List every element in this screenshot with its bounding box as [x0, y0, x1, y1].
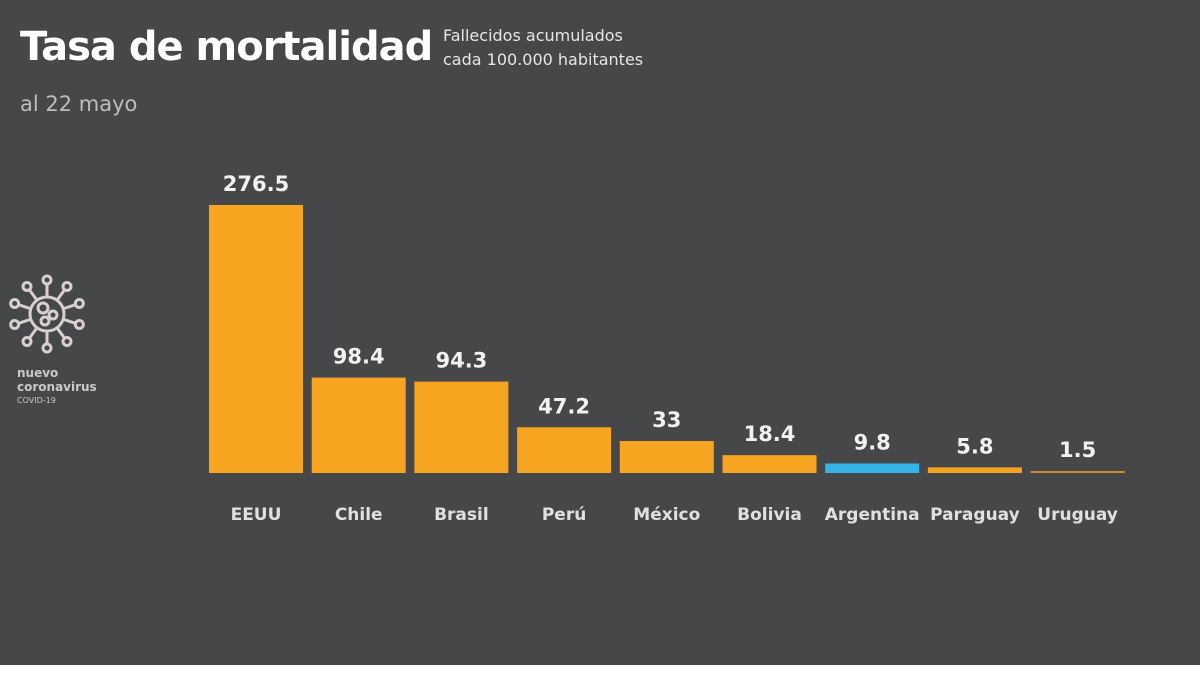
category-label: México: [633, 505, 700, 525]
chart-title: Tasa de mortalidad: [20, 24, 433, 70]
category-label: Paraguay: [930, 505, 1020, 525]
bar-uruguay: [1030, 471, 1125, 473]
bar-brasil: [414, 381, 509, 473]
chart-subtitle: Fallecidos acumulados cada 100.000 habit…: [443, 24, 643, 72]
data-label: 9.8: [854, 431, 891, 455]
subtitle-line-1: Fallecidos acumulados: [443, 26, 623, 45]
bar-chile: [311, 377, 406, 473]
data-label: 47.2: [538, 394, 590, 418]
chart-date: al 22 mayo: [20, 92, 138, 116]
data-label: 5.8: [956, 434, 993, 458]
bar-bolivia: [722, 455, 817, 473]
data-label: 94.3: [435, 349, 487, 373]
data-label: 33: [652, 408, 681, 432]
category-label: Bolivia: [737, 505, 802, 525]
category-label: Chile: [335, 505, 383, 525]
brand-line-1: nuevo: [17, 366, 59, 380]
data-label: 276.5: [223, 172, 289, 196]
data-label: 1.5: [1059, 438, 1096, 462]
category-label: EEUU: [231, 505, 282, 525]
brand-line-3: COVID-19: [17, 396, 56, 405]
category-label: Perú: [542, 505, 586, 525]
bar-méxico: [619, 441, 714, 473]
bar-perú: [517, 427, 612, 473]
bar-paraguay: [927, 467, 1022, 473]
data-label: 98.4: [333, 345, 385, 369]
data-label: 18.4: [744, 422, 796, 446]
bar-eeuu: [209, 205, 303, 473]
brand-label: nuevo coronavirus COVID-19: [17, 366, 97, 408]
category-label: Argentina: [825, 505, 920, 525]
category-label: Brasil: [434, 505, 489, 525]
bar-argentina: [825, 463, 920, 473]
virus-icon: [9, 274, 85, 354]
category-label: Uruguay: [1037, 505, 1118, 525]
brand-line-2: coronavirus: [17, 380, 97, 394]
subtitle-line-2: cada 100.000 habitantes: [443, 50, 644, 69]
